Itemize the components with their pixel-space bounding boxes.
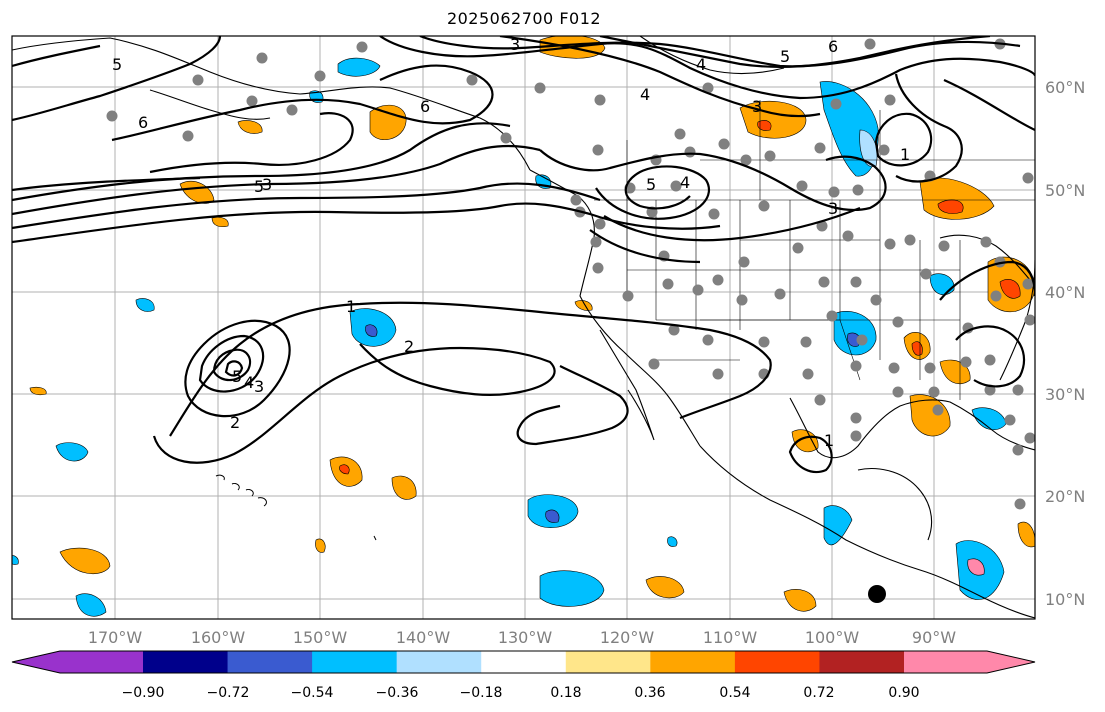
- colorbar-tick-label: −0.72: [207, 685, 250, 701]
- longitude-label: 120°W: [600, 628, 655, 647]
- contour-label: 4: [696, 55, 706, 74]
- colorbar: [11, 650, 1036, 674]
- latitude-label: 20°N: [1045, 487, 1085, 506]
- colorbar-segment: [565, 651, 651, 673]
- contour-label: 6: [828, 37, 838, 56]
- latitude-label: 60°N: [1045, 78, 1085, 97]
- contour-label: 3: [752, 97, 762, 116]
- colorbar-segment: [227, 651, 313, 673]
- gridlines: [12, 36, 1035, 619]
- longitude-label: 90°W: [912, 628, 956, 647]
- longitude-label: 110°W: [703, 628, 758, 647]
- colorbar-segment: [312, 651, 398, 673]
- latitude-label: 50°N: [1045, 181, 1085, 200]
- colorbar-tick-label: −0.18: [460, 685, 503, 701]
- longitude-label: 150°W: [293, 628, 348, 647]
- contour-label: 5: [232, 367, 242, 386]
- contour-label: 3: [254, 377, 264, 396]
- positive-anomaly-regions: [29, 36, 1035, 612]
- longitude-label: 170°W: [88, 628, 143, 647]
- colorbar-segment: [143, 651, 229, 673]
- contour-label: 6: [420, 97, 430, 116]
- latitude-label: 30°N: [1045, 385, 1085, 404]
- longitude-label: 160°W: [191, 628, 246, 647]
- colorbar-tick-label: −0.90: [122, 685, 165, 701]
- contour-label: 1: [346, 297, 356, 316]
- contour-label: 5: [646, 175, 656, 194]
- colorbar-tick-label: 0.36: [634, 685, 665, 701]
- longitude-label: 130°W: [498, 628, 553, 647]
- marker-dot: [868, 585, 886, 603]
- contour-label: 4: [640, 85, 650, 104]
- coastlines: [12, 36, 1035, 619]
- colorbar-segment: [819, 651, 905, 673]
- longitude-label: 140°W: [396, 628, 451, 647]
- contour-lines: [12, 36, 1035, 474]
- longitude-label: 100°W: [805, 628, 860, 647]
- map-frame: [11, 35, 1036, 620]
- colorbar-segment: [734, 651, 820, 673]
- contour-label: 2: [230, 413, 240, 432]
- contour-label: 5: [112, 55, 122, 74]
- contour-label: 3: [828, 199, 838, 218]
- latitude-label: 10°N: [1045, 590, 1085, 609]
- longitude-axis: 170°W 160°W 150°W 140°W 130°W 120°W 110°…: [88, 628, 956, 647]
- latitude-axis: 60°N 50°N 40°N 30°N 20°N 10°N: [1045, 78, 1085, 609]
- colorbar-tick-label: −0.54: [291, 685, 334, 701]
- contour-label: 5: [254, 177, 264, 196]
- colorbar-segment: [396, 651, 482, 673]
- contour-label: 5: [780, 47, 790, 66]
- contour-label: 4: [680, 173, 690, 192]
- colorbar-tick-label: 0.72: [803, 685, 834, 701]
- colorbar-segment: [650, 651, 736, 673]
- contour-label: 6: [138, 113, 148, 132]
- colorbar-extend-high: [904, 651, 1035, 673]
- islands: [215, 474, 377, 541]
- latitude-label: 40°N: [1045, 283, 1085, 302]
- colorbar-tick-label: 0.54: [719, 685, 750, 701]
- colorbar-tick-label: 0.90: [888, 685, 919, 701]
- station-dots: [106, 38, 1035, 510]
- map-title: 2025062700 F012: [446, 9, 602, 28]
- contour-label: 2: [404, 337, 414, 356]
- map-panel: [12, 36, 1035, 619]
- colorbar-tick-label: 0.18: [550, 685, 581, 701]
- colorbar-tick-label: −0.36: [376, 685, 419, 701]
- political-borders: [594, 100, 1035, 400]
- contour-label: 3: [510, 35, 520, 54]
- contour-label-group: 1 2 2 3 3 3 3 4 4 4 4 5 5 5 5 5 6 6 6 3 …: [112, 35, 910, 450]
- colorbar-outline: [11, 650, 1036, 674]
- contour-label: 1: [900, 145, 910, 164]
- colorbar-segment: [481, 651, 567, 673]
- colorbar-extend-low: [12, 651, 143, 673]
- contour-label: 3: [262, 175, 272, 194]
- colorbar-ticks: −0.90 −0.72 −0.54 −0.36 −0.18 0.18 0.36 …: [122, 685, 920, 701]
- contour-label: 4: [244, 373, 254, 392]
- contour-label: 1: [824, 431, 834, 450]
